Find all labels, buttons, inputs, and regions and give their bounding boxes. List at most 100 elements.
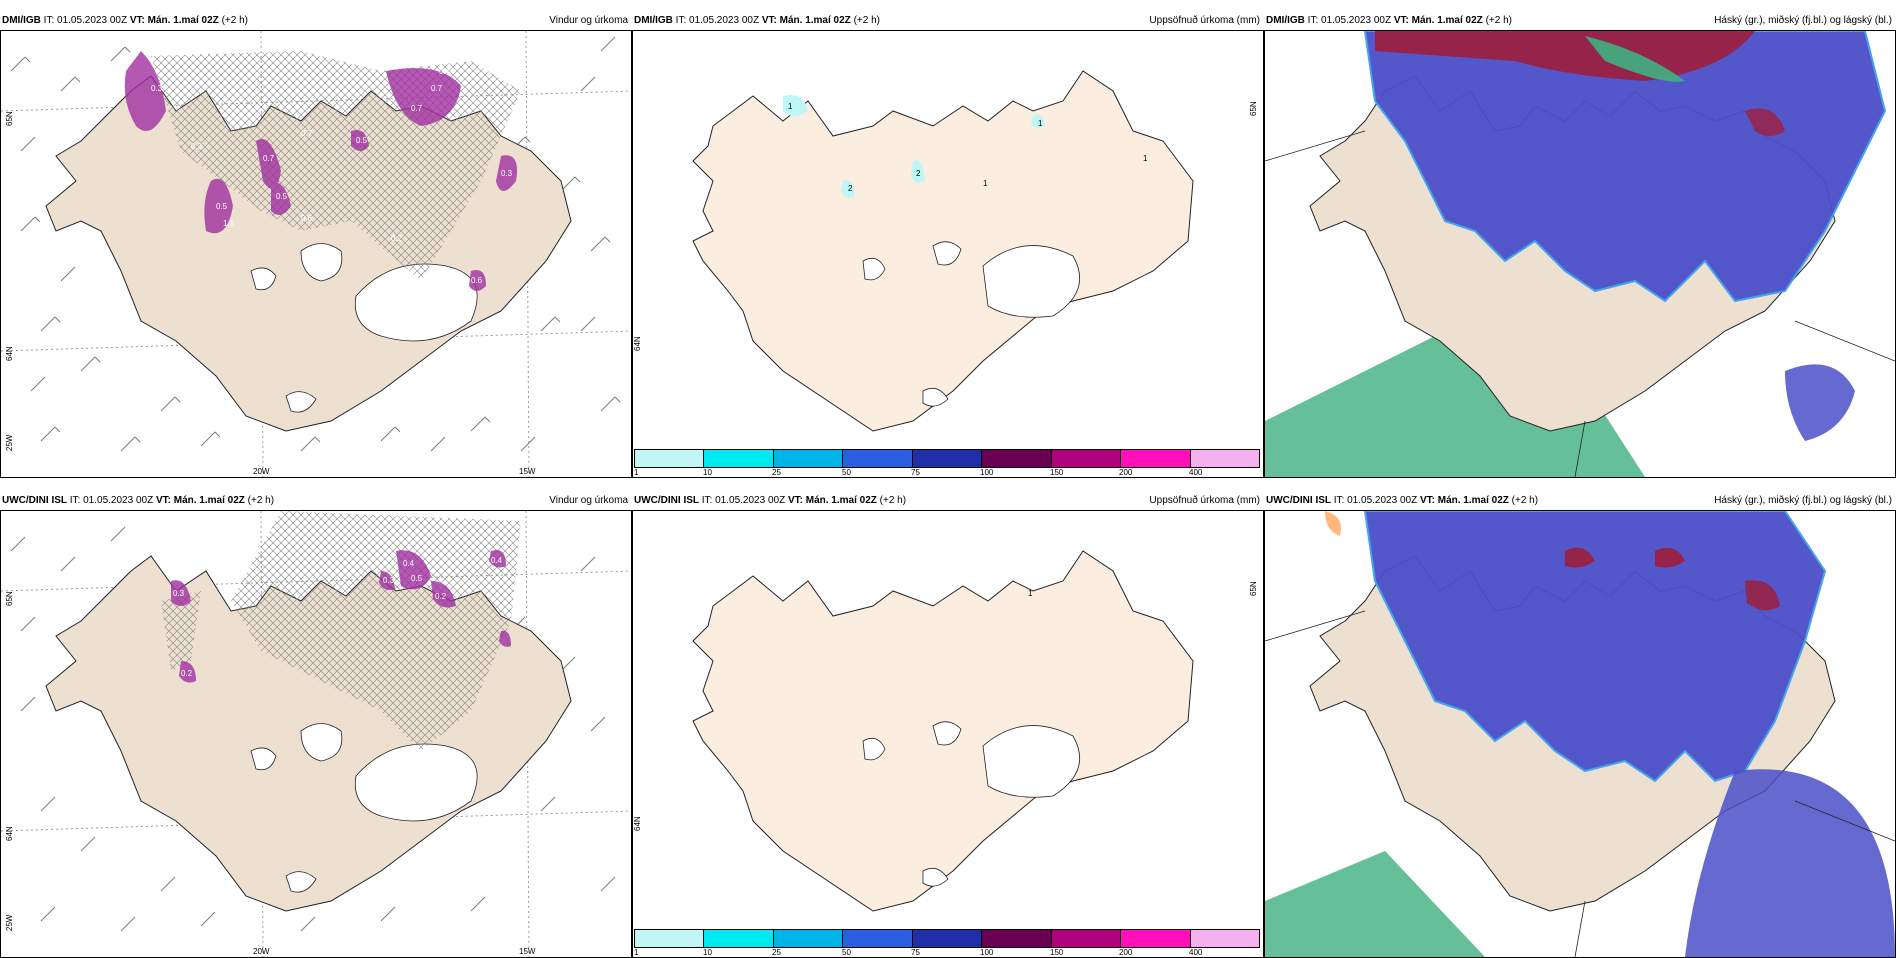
lat-label: 64N bbox=[5, 346, 14, 361]
lead-time: (+2 h) bbox=[247, 495, 275, 506]
map-wind[interactable]: 0.3 0.4 0.2 0.5 0.3 0.2 0.4 65N 64N 20W … bbox=[0, 510, 632, 958]
precip-values: 0.3 0.4 0.2 0.5 0.3 0.2 0.4 bbox=[173, 556, 503, 678]
valid-time: VT: Mán. 1.maí 02Z bbox=[155, 495, 245, 506]
contour-label: 2 bbox=[848, 184, 853, 193]
model-label: DMI/IGB bbox=[1266, 15, 1305, 26]
panel-header: UWC/DINI ISL IT: 01.05.2023 00Z VT: Mán.… bbox=[1264, 494, 1896, 508]
legend-bar bbox=[634, 449, 1260, 468]
accum-legend: 1 10 25 50 75 100 150 200 400 bbox=[634, 929, 1260, 957]
legend-swatch bbox=[1121, 930, 1191, 947]
precip-value-label: 0.2 bbox=[181, 669, 193, 678]
precip-value-label: 0.7 bbox=[411, 104, 423, 113]
legend-tick: 1 bbox=[634, 468, 639, 477]
mid-cloud-sw bbox=[1265, 851, 1485, 957]
precip-value-label: 0.4 bbox=[491, 556, 503, 565]
legend-tick: 75 bbox=[911, 948, 920, 957]
lead-time: (+2 h) bbox=[1485, 15, 1512, 26]
precip-value-label: 0.4 bbox=[403, 559, 415, 568]
lead-time: (+2 h) bbox=[879, 495, 907, 506]
accum-legend: 1 10 25 50 75 100 150 200 400 bbox=[634, 449, 1260, 477]
accum-map-svg: 1 bbox=[692, 550, 1194, 912]
model-label: UWC/DINI ISL bbox=[2, 495, 67, 506]
lead-time: (+2 h) bbox=[221, 15, 248, 26]
legend-tick: 100 bbox=[980, 468, 994, 477]
panel-title: Uppsöfnuð úrkoma (mm) bbox=[1149, 495, 1260, 506]
contour-label: 1 bbox=[1038, 119, 1043, 128]
legend-tick: 10 bbox=[703, 468, 712, 477]
legend-swatch bbox=[773, 930, 844, 947]
panel-row1-accum: DMI/IGB IT: 01.05.2023 00Z VT: Mán. 1.ma… bbox=[632, 14, 1264, 478]
legend-ticks: 1 10 25 50 75 100 150 200 400 bbox=[634, 468, 1260, 477]
lat-label: 65N bbox=[1249, 581, 1258, 596]
panel-title: Háský (gr.), miðský (fj.bl.) og lágský (… bbox=[1714, 495, 1892, 506]
precip-cells bbox=[171, 550, 511, 683]
model-label: UWC/DINI ISL bbox=[634, 495, 699, 506]
panel-row2-cloud: UWC/DINI ISL IT: 01.05.2023 00Z VT: Mán.… bbox=[1264, 494, 1896, 958]
legend-swatch bbox=[1190, 450, 1259, 467]
panel-row1-cloud: DMI/IGB IT: 01.05.2023 00Z VT: Mán. 1.ma… bbox=[1264, 14, 1896, 478]
precip-value-label: 0.3 bbox=[191, 142, 203, 151]
map-accum[interactable]: 1 2 2 1 1 1 65N 64N 1 10 25 50 75 100 15… bbox=[632, 30, 1264, 478]
precip-hatch bbox=[231, 511, 521, 751]
wind-barbs bbox=[10, 526, 616, 932]
map-cloud[interactable] bbox=[1264, 30, 1896, 478]
projection-lines bbox=[1265, 130, 1895, 477]
precip-value-label: 1.1 bbox=[223, 219, 235, 228]
panel-row2-accum: UWC/DINI ISL IT: 01.05.2023 00Z VT: Mán.… bbox=[632, 494, 1264, 958]
lon-label: 15W bbox=[519, 467, 536, 476]
legend-swatch bbox=[843, 930, 913, 947]
precip-value-label: 0.6 bbox=[301, 214, 313, 223]
precip-value-label: 0.3 bbox=[501, 169, 513, 178]
init-time: IT: 01.05.2023 00Z bbox=[1307, 15, 1392, 26]
legend-tick: 400 bbox=[1189, 948, 1203, 957]
model-label: DMI/IGB bbox=[2, 15, 41, 26]
low-cloud bbox=[1363, 31, 1887, 303]
legend-tick: 25 bbox=[772, 948, 781, 957]
legend-swatch bbox=[704, 930, 774, 947]
map-wind[interactable]: 0.3 0.7 0.4 0.5 0.7 1.1 0.3 0.5 0.7 0.6 … bbox=[0, 30, 632, 478]
legend-tick: 75 bbox=[911, 468, 920, 477]
contour-label: 1 bbox=[788, 102, 793, 111]
legend-swatch bbox=[704, 450, 774, 467]
legend-swatch bbox=[635, 450, 705, 467]
lat-label: 64N bbox=[5, 826, 14, 841]
panel-title: Vindur og úrkoma bbox=[549, 495, 628, 506]
model-label: DMI/IGB bbox=[634, 15, 673, 26]
low-cloud bbox=[1363, 511, 1827, 783]
precip-value-label: 0.7 bbox=[263, 154, 275, 163]
contour-label: 2 bbox=[916, 169, 921, 178]
legend-swatch bbox=[912, 450, 983, 467]
panel-header: DMI/IGB IT: 01.05.2023 00Z VT: Mán. 1.ma… bbox=[632, 14, 1264, 28]
panel-header: UWC/DINI ISL IT: 01.05.2023 00Z VT: Mán.… bbox=[632, 494, 1264, 508]
precip-value-label: 0.3 bbox=[383, 576, 395, 585]
cloud-map-svg bbox=[1265, 511, 1895, 957]
map-cloud[interactable] bbox=[1264, 510, 1896, 958]
contour-label: 1 bbox=[1028, 589, 1033, 598]
legend-tick: 400 bbox=[1189, 468, 1203, 477]
high-cloud bbox=[1565, 547, 1595, 568]
contour-label: 1 bbox=[983, 179, 988, 188]
panel-row2-wind: UWC/DINI ISL IT: 01.05.2023 00Z VT: Mán.… bbox=[0, 494, 632, 958]
precip-value-label: 0.5 bbox=[411, 574, 423, 583]
lat-label: 65N bbox=[1249, 101, 1258, 116]
legend-swatch bbox=[773, 450, 844, 467]
panel-title: Háský (gr.), miðský (fj.bl.) og lágský (… bbox=[1714, 15, 1892, 26]
legend-tick: 200 bbox=[1119, 948, 1133, 957]
precip-value-label: 0.5 bbox=[216, 202, 228, 211]
legend-tick: 100 bbox=[980, 948, 994, 957]
legend-tick: 10 bbox=[703, 948, 712, 957]
valid-time: VT: Mán. 1.maí 02Z bbox=[129, 15, 219, 26]
legend-swatch bbox=[1190, 930, 1259, 947]
panel-row1-wind: DMI/IGB IT: 01.05.2023 00Z VT: Mán. 1.ma… bbox=[0, 14, 632, 478]
precip-value-label: 0.3 bbox=[173, 589, 185, 598]
contour-labels: 1 2 2 1 1 1 bbox=[788, 102, 1148, 193]
panel-header: UWC/DINI ISL IT: 01.05.2023 00Z VT: Mán.… bbox=[0, 494, 632, 508]
legend-tick: 200 bbox=[1119, 468, 1133, 477]
map-accum[interactable]: 1 65N 64N 1 10 25 50 75 100 150 200 400 bbox=[632, 510, 1264, 958]
precip-cells bbox=[124, 51, 517, 291]
init-time: IT: 01.05.2023 00Z bbox=[675, 15, 760, 26]
legend-tick: 150 bbox=[1050, 948, 1064, 957]
legend-swatch bbox=[1121, 450, 1191, 467]
lat-label: 64N bbox=[633, 816, 642, 831]
lead-time: (+2 h) bbox=[853, 15, 880, 26]
